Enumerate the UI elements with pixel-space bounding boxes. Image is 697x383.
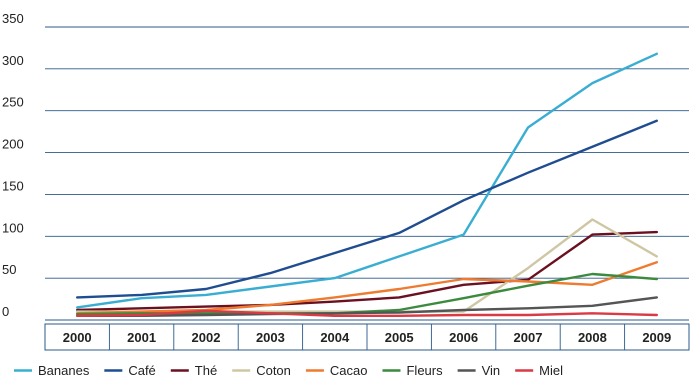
- legend-label-cafe: Café: [128, 363, 155, 378]
- x-tick-label: 2000: [63, 330, 92, 345]
- x-tick-label: 2001: [127, 330, 156, 345]
- gridlines: [45, 26, 689, 321]
- y-axis-ticks: 0 50 100 150 200 250 300 350: [2, 11, 24, 319]
- y-tick-label: 250: [2, 95, 24, 110]
- series-line-bananes: [75, 52, 658, 309]
- x-tick-label: 2009: [642, 330, 671, 345]
- legend-label-bananes: Bananes: [38, 363, 90, 378]
- y-tick-label: 0: [2, 304, 9, 319]
- y-tick-label: 100: [2, 220, 24, 235]
- y-tick-label: 200: [2, 137, 24, 152]
- series-lines: [75, 52, 658, 317]
- x-tick-label: 2006: [449, 330, 478, 345]
- x-tick-label: 2002: [192, 330, 221, 345]
- legend-label-coton: Coton: [256, 363, 291, 378]
- series-line-miel: [75, 309, 658, 317]
- x-tick-label: 2007: [514, 330, 543, 345]
- series-line-cafe: [75, 119, 658, 299]
- series-line-cacao: [75, 261, 658, 315]
- y-tick-label: 300: [2, 53, 24, 68]
- legend-label-cacao: Cacao: [330, 363, 368, 378]
- x-tick-label: 2005: [385, 330, 414, 345]
- legend-label-miel: Miel: [539, 363, 563, 378]
- legend: Bananes Café Thé Coton Cacao Fleurs Vin Miel: [14, 363, 563, 378]
- x-tick-label: 2008: [578, 330, 607, 345]
- x-tick-label: 2004: [320, 330, 350, 345]
- y-tick-label: 150: [2, 178, 24, 193]
- x-axis: 2000 2001 2002 2003 2004 2005 2006 2007 2008 2009: [44, 323, 690, 351]
- legend-label-the: Thé: [195, 363, 217, 378]
- legend-label-fleurs: Fleurs: [406, 363, 443, 378]
- series-line-vin: [75, 296, 658, 317]
- y-tick-label: 50: [2, 262, 16, 277]
- y-tick-label: 350: [2, 11, 24, 26]
- legend-label-vin: Vin: [482, 363, 501, 378]
- series-line-the: [75, 230, 658, 312]
- x-tick-label: 2003: [256, 330, 285, 345]
